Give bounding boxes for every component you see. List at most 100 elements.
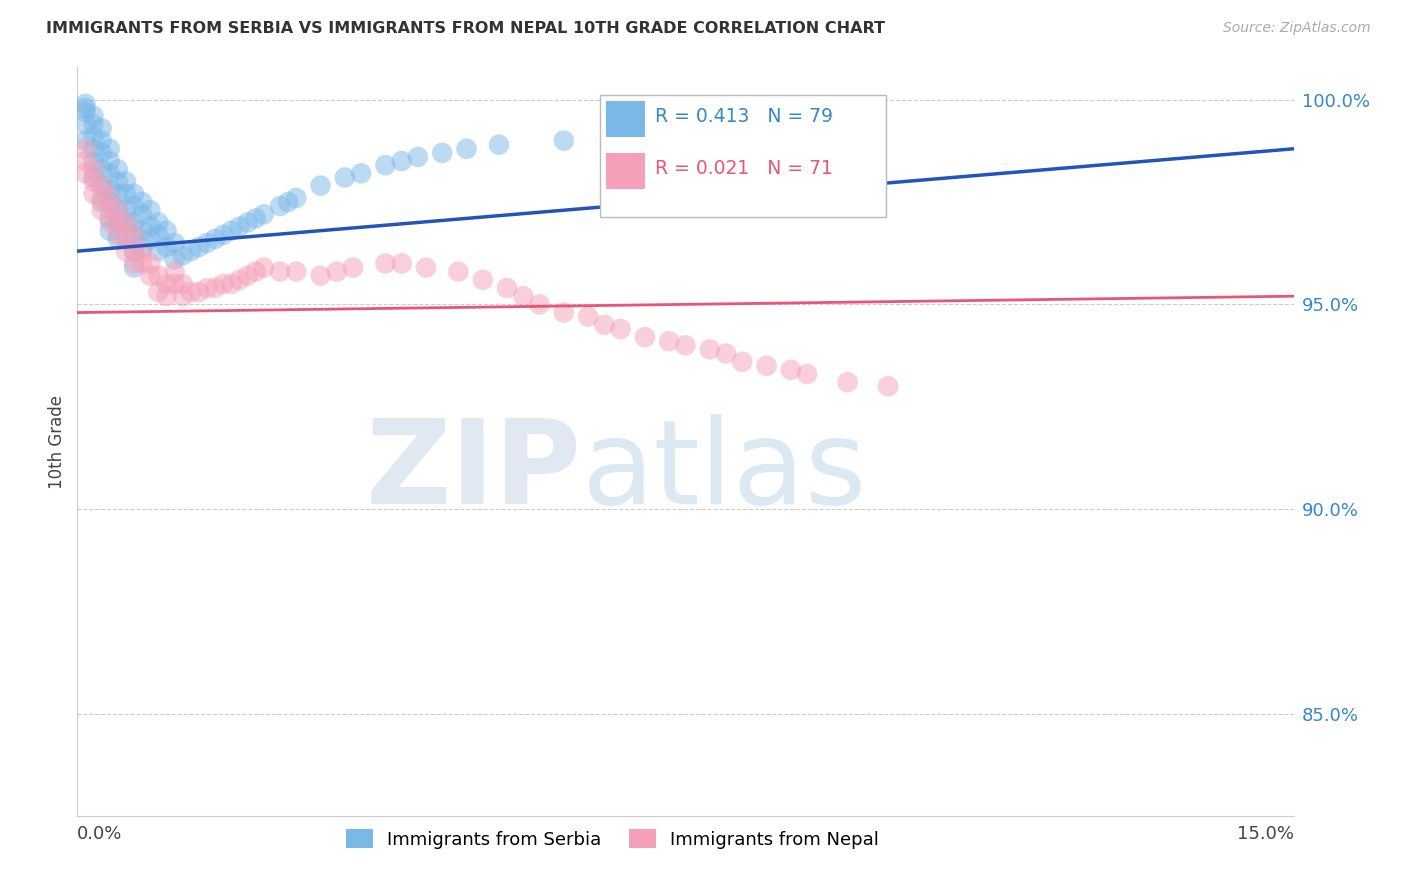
- Point: [75, 104, 97, 119]
- Point: [98, 194, 121, 209]
- Point: [90, 121, 112, 136]
- Point: [107, 203, 129, 218]
- Point: [122, 256, 145, 270]
- Point: [391, 154, 413, 169]
- Point: [350, 166, 373, 180]
- Point: [391, 256, 413, 270]
- Point: [172, 248, 194, 262]
- Point: [83, 162, 105, 177]
- Point: [83, 175, 105, 189]
- Point: [98, 154, 121, 169]
- Text: R = 0.021   N = 71: R = 0.021 N = 71: [655, 159, 832, 178]
- Point: [90, 178, 112, 193]
- Point: [714, 346, 737, 360]
- Point: [877, 379, 900, 393]
- Point: [131, 244, 153, 259]
- Point: [107, 203, 129, 218]
- Point: [122, 199, 145, 213]
- Point: [131, 240, 153, 254]
- Point: [285, 191, 308, 205]
- FancyBboxPatch shape: [600, 95, 886, 217]
- Point: [115, 244, 138, 259]
- Point: [98, 211, 121, 226]
- Point: [163, 252, 186, 267]
- Point: [796, 367, 818, 381]
- Point: [155, 277, 177, 291]
- Point: [172, 277, 194, 291]
- Point: [634, 330, 657, 344]
- Point: [131, 207, 153, 221]
- Point: [553, 305, 575, 319]
- Point: [415, 260, 437, 275]
- Point: [122, 244, 145, 259]
- Point: [90, 134, 112, 148]
- Point: [374, 256, 396, 270]
- Point: [456, 142, 478, 156]
- Point: [430, 145, 453, 160]
- Point: [98, 166, 121, 180]
- Point: [75, 117, 97, 131]
- Point: [75, 154, 97, 169]
- Point: [90, 178, 112, 193]
- Point: [212, 227, 235, 242]
- Point: [83, 154, 105, 169]
- Point: [188, 240, 211, 254]
- Point: [837, 375, 859, 389]
- Point: [593, 318, 616, 332]
- Point: [148, 215, 170, 229]
- Point: [374, 158, 396, 172]
- Point: [131, 256, 153, 270]
- Point: [204, 232, 226, 246]
- Point: [212, 277, 235, 291]
- Point: [75, 166, 97, 180]
- Text: 15.0%: 15.0%: [1236, 825, 1294, 843]
- Point: [228, 219, 250, 234]
- Point: [115, 186, 138, 201]
- Point: [245, 211, 267, 226]
- Point: [221, 224, 243, 238]
- Point: [131, 224, 153, 238]
- Point: [98, 191, 121, 205]
- Point: [122, 186, 145, 201]
- Point: [163, 277, 186, 291]
- Point: [658, 334, 681, 349]
- Point: [447, 265, 470, 279]
- Point: [107, 227, 129, 242]
- Point: [83, 186, 105, 201]
- Point: [731, 354, 754, 368]
- Point: [172, 289, 194, 303]
- Point: [122, 244, 145, 259]
- Point: [98, 203, 121, 218]
- Text: R = 0.413   N = 79: R = 0.413 N = 79: [655, 107, 832, 126]
- Point: [75, 101, 97, 115]
- Point: [83, 170, 105, 185]
- Point: [75, 96, 97, 111]
- Point: [342, 260, 364, 275]
- Point: [115, 215, 138, 229]
- Point: [107, 232, 129, 246]
- Point: [269, 265, 291, 279]
- Point: [115, 203, 138, 218]
- Point: [90, 203, 112, 218]
- Point: [326, 265, 349, 279]
- Point: [148, 268, 170, 283]
- Point: [75, 134, 97, 148]
- Point: [75, 142, 97, 156]
- Point: [277, 194, 299, 209]
- Point: [269, 199, 291, 213]
- Point: [155, 224, 177, 238]
- Point: [188, 285, 211, 299]
- Point: [180, 244, 202, 259]
- Point: [98, 183, 121, 197]
- Point: [107, 162, 129, 177]
- Point: [195, 235, 218, 250]
- Legend: Immigrants from Serbia, Immigrants from Nepal: Immigrants from Serbia, Immigrants from …: [339, 822, 886, 855]
- Point: [309, 178, 332, 193]
- Point: [553, 134, 575, 148]
- Point: [496, 281, 519, 295]
- Point: [122, 260, 145, 275]
- Point: [139, 268, 162, 283]
- Point: [139, 219, 162, 234]
- Point: [471, 273, 494, 287]
- Point: [122, 227, 145, 242]
